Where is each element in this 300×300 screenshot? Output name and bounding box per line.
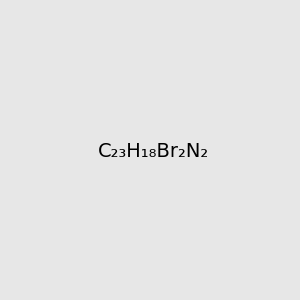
Text: C₂₃H₁₈Br₂N₂: C₂₃H₁₈Br₂N₂ [98, 142, 209, 161]
